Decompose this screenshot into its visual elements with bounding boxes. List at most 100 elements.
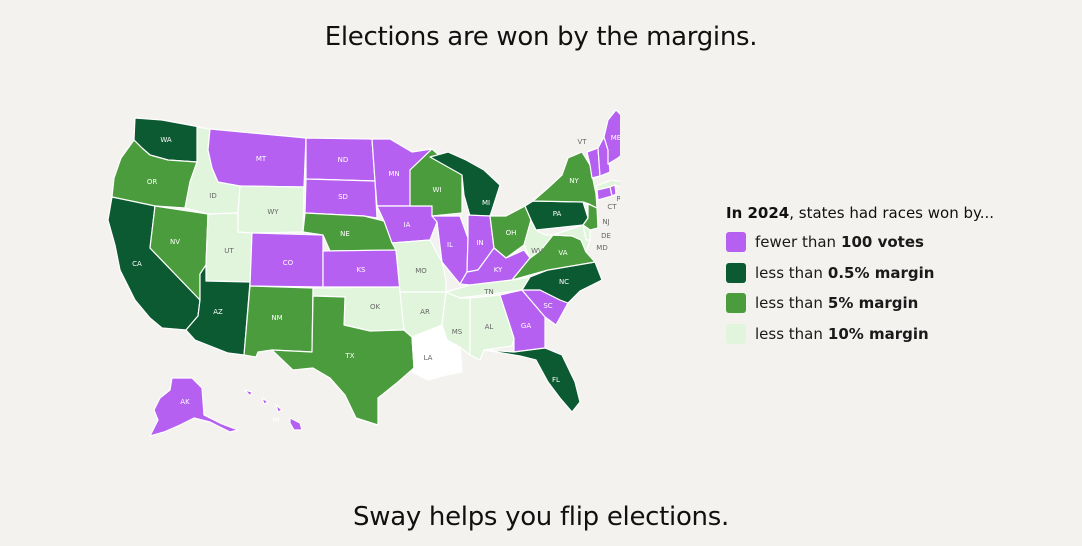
- legend-swatch: [726, 232, 746, 252]
- legend-item-value: 10% margin: [827, 324, 929, 343]
- state-label-ga: GA: [521, 322, 531, 330]
- state-fl: [483, 347, 581, 413]
- legend-item-prefix: fewer than: [755, 233, 837, 251]
- state-shape-sd: [304, 178, 378, 219]
- state-label-pa: PA: [553, 210, 562, 218]
- state-label-ia: IA: [404, 221, 411, 229]
- legend-intro-text: , states had races won by...: [789, 204, 995, 222]
- state-shape-hi: [275, 404, 283, 413]
- state-md: [552, 224, 591, 253]
- state-label-oh: OH: [506, 229, 517, 237]
- legend-item-ten-percent: less than 10% margin: [726, 323, 994, 344]
- legend-item-five-percent: less than 5% margin: [726, 293, 994, 313]
- state-label-nj: NJ: [602, 218, 609, 226]
- state-shape-nc: [521, 261, 603, 304]
- state-mo: [391, 239, 447, 293]
- state-label-co: CO: [283, 259, 294, 267]
- state-tx: [271, 295, 415, 426]
- legend-swatch: [726, 323, 746, 344]
- state-label-wa: WA: [160, 136, 172, 144]
- state-label-mi: MI: [482, 199, 490, 207]
- legend: In 2024, states had races won by... fewe…: [726, 204, 994, 354]
- headline-bottom: Sway helps you flip elections.: [353, 502, 729, 532]
- state-shape-ny: [532, 151, 598, 209]
- state-shape-hi: [261, 397, 269, 405]
- state-label-ca: CA: [132, 260, 142, 268]
- state-label-mt: MT: [256, 155, 267, 163]
- state-label-hi: HI: [272, 416, 279, 424]
- state-label-wi: WI: [433, 186, 442, 194]
- state-label-id: ID: [209, 192, 216, 200]
- state-label-ks: KS: [356, 266, 366, 274]
- state-label-md: MD: [596, 244, 607, 252]
- state-shape-fl: [483, 347, 581, 413]
- state-label-mo: MO: [415, 267, 427, 275]
- state-label-nd: ND: [338, 156, 349, 164]
- state-shape-hi: [244, 389, 253, 397]
- state-label-ak: AK: [180, 398, 190, 406]
- legend-intro: In 2024, states had races won by...: [726, 204, 994, 222]
- state-shape-tx: [271, 295, 415, 426]
- state-label-sd: SD: [338, 193, 348, 201]
- state-label-va: VA: [558, 249, 567, 257]
- state-label-wv: WV: [531, 247, 543, 255]
- state-label-nm: NM: [271, 314, 282, 322]
- state-shape-hi: [289, 417, 303, 431]
- state-label-nc: NC: [559, 278, 569, 286]
- state-me: [603, 109, 620, 165]
- state-label-az: AZ: [213, 308, 223, 316]
- state-label-vt: VT: [577, 138, 587, 146]
- state-label-ny: NY: [569, 177, 579, 185]
- state-label-ct: CT: [607, 203, 617, 211]
- state-shape-ct: [596, 186, 613, 201]
- headline-top: Elections are won by the margins.: [324, 22, 758, 52]
- state-shape-mo: [391, 239, 447, 293]
- state-label-sc: SC: [543, 302, 552, 310]
- legend-item-value: 100 votes: [841, 233, 924, 251]
- legend-swatch: [726, 262, 746, 283]
- state-label-ut: UT: [224, 247, 234, 255]
- state-label-ms: MS: [452, 328, 463, 336]
- state-label-ri: RI: [617, 195, 620, 203]
- state-label-ok: OK: [370, 303, 381, 311]
- state-label-al: AL: [485, 323, 494, 331]
- state-sd: [304, 178, 378, 219]
- state-label-la: LA: [424, 354, 433, 362]
- state-shape-ak: [149, 377, 239, 437]
- state-shape-me: [603, 109, 620, 165]
- state-label-wy: WY: [267, 208, 279, 216]
- state-shape-mi: [429, 151, 501, 217]
- state-label-ne: NE: [340, 230, 350, 238]
- state-label-fl: FL: [552, 376, 560, 384]
- state-ak: [149, 377, 239, 437]
- state-shape-md: [552, 224, 591, 253]
- state-vt: [586, 147, 601, 179]
- us-states-map: WA OR CA NV ID UT AZ MT WY CO NM ND SD NE KS OK TX MN IA MO…: [107, 109, 620, 437]
- state-shape-vt: [586, 147, 601, 179]
- state-label-in: IN: [476, 239, 483, 247]
- state-label-me: ME: [611, 134, 620, 142]
- state-hi: [244, 389, 303, 431]
- state-label-de: DE: [601, 232, 611, 240]
- legend-item-value: 5% margin: [827, 294, 919, 312]
- state-nc: [521, 261, 603, 304]
- legend-item-100-votes: fewer than 100 votes: [726, 232, 994, 252]
- state-mi: [429, 151, 501, 217]
- state-label-il: IL: [447, 241, 453, 249]
- legend-item-prefix: less than: [755, 324, 823, 343]
- legend-intro-year: In 2024: [726, 204, 790, 222]
- state-ny: [532, 151, 598, 209]
- legend-item-half-percent: less than 0.5% margin: [726, 262, 994, 283]
- state-label-ar: AR: [420, 308, 430, 316]
- state-label-nv: NV: [170, 238, 180, 246]
- state-ct: [596, 186, 613, 201]
- state-label-mn: MN: [388, 170, 399, 178]
- legend-swatch: [726, 293, 746, 313]
- state-label-ky: KY: [494, 266, 503, 274]
- legend-item-prefix: less than: [755, 263, 823, 282]
- state-label-tx: TX: [344, 352, 354, 360]
- legend-item-prefix: less than: [755, 294, 823, 312]
- state-label-or: OR: [147, 178, 158, 186]
- legend-item-value: 0.5% margin: [827, 263, 935, 282]
- state-label-tn: TN: [483, 288, 494, 296]
